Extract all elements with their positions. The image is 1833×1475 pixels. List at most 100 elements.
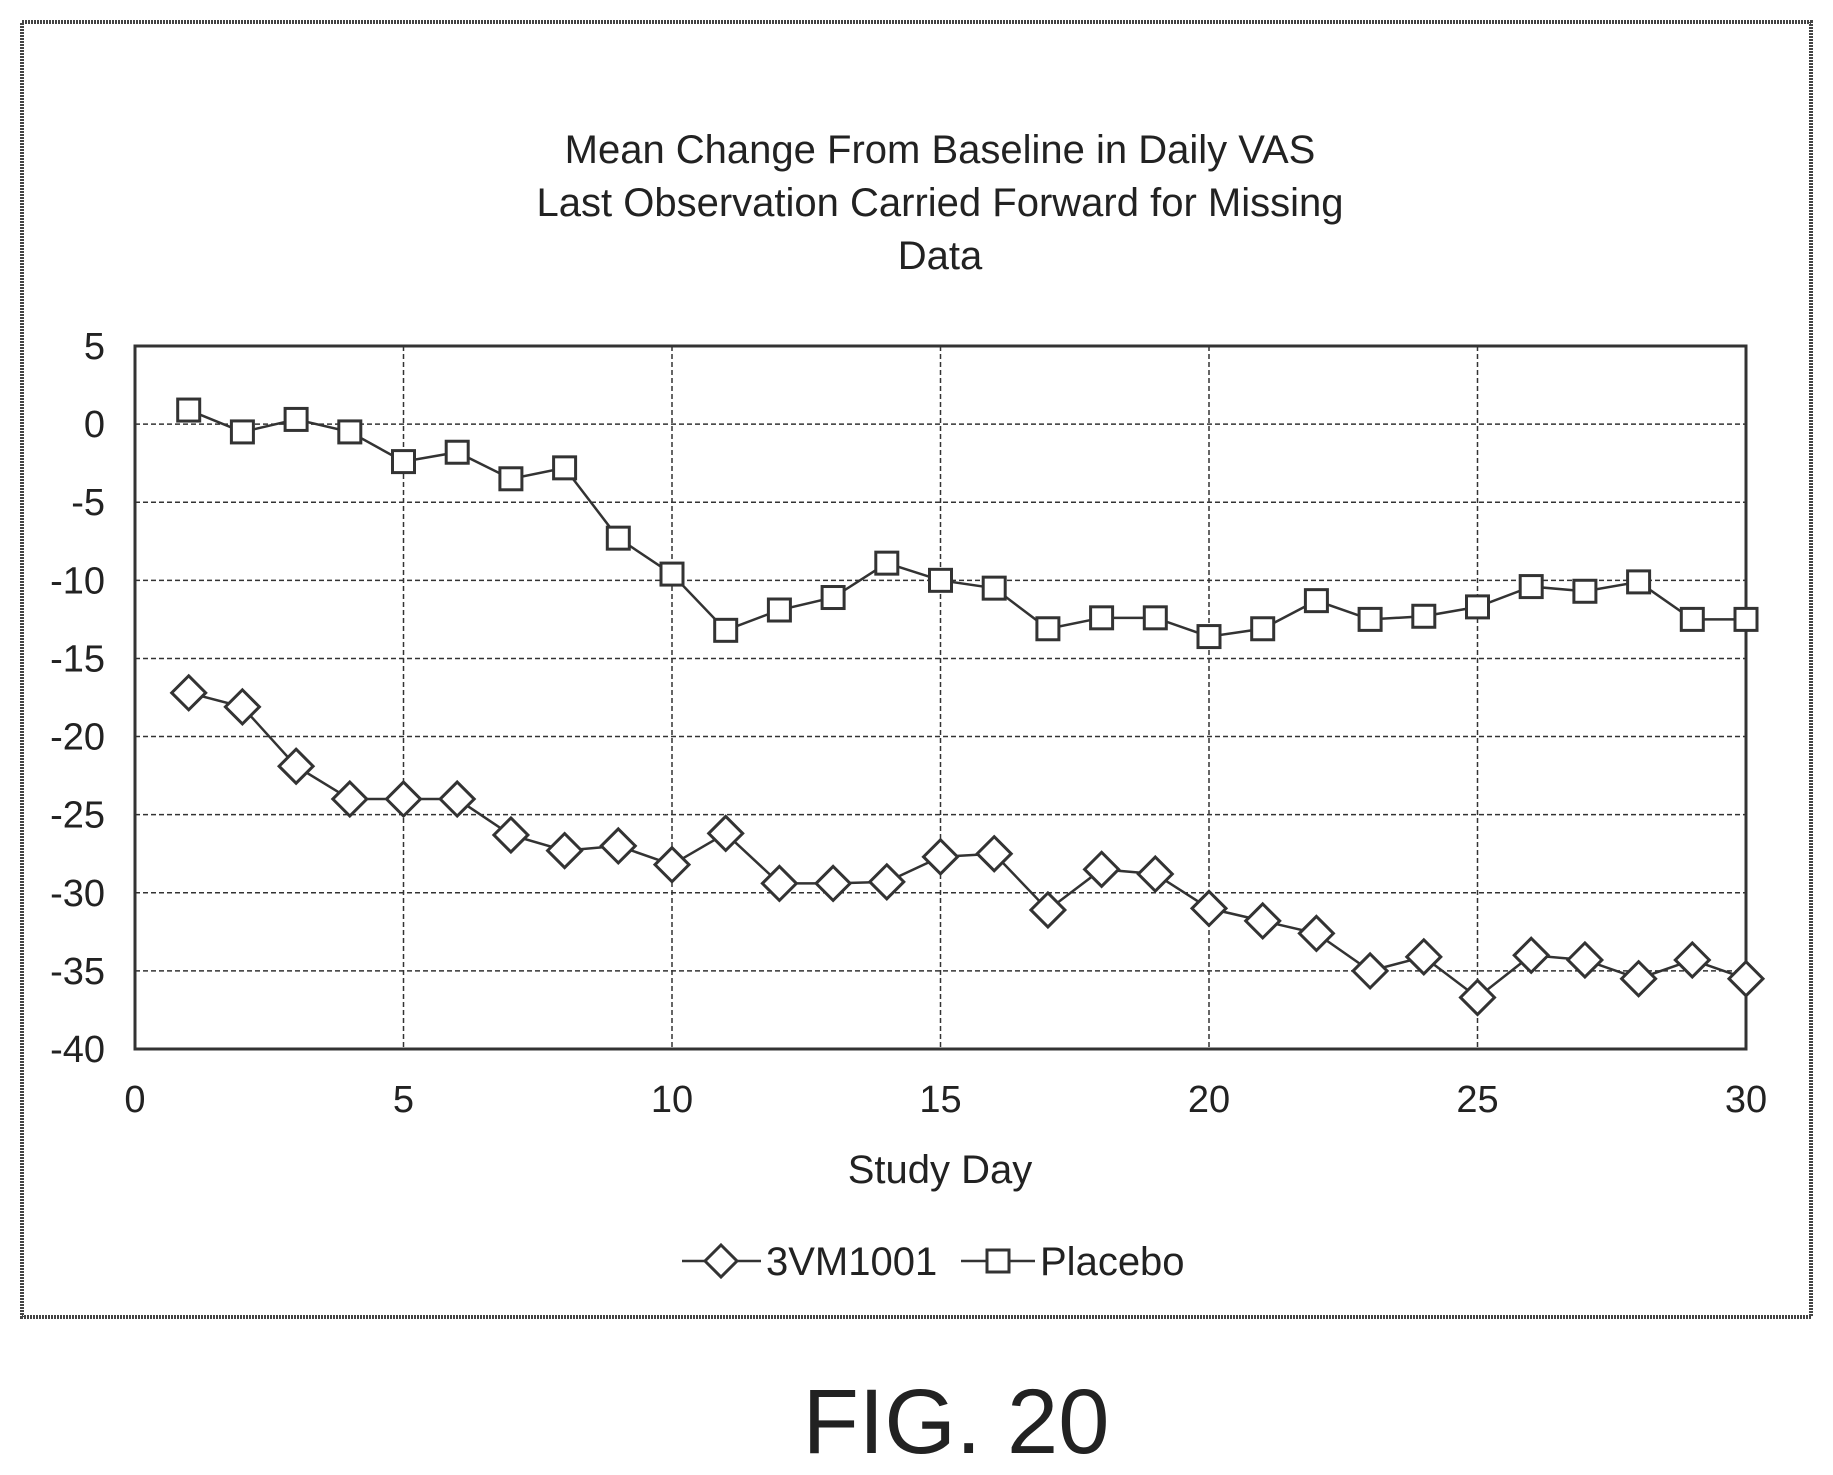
series-line-3vm1001 [188,691,1747,1000]
series-line-placebo [188,408,1746,638]
data-point-placebo [1572,578,1598,604]
legend-item-3vm1001: 3VM1001 [682,1240,937,1284]
legend-label-placebo: Placebo [1040,1240,1185,1284]
x-tick-label: 5 [393,1079,414,1121]
data-point-3vm1001 [921,837,960,876]
data-point-3vm1001 [975,834,1014,873]
data-point-3vm1001 [1619,959,1658,998]
x-tick-label: 30 [1725,1079,1767,1121]
data-point-3vm1001 [1136,854,1175,894]
data-point-3vm1001 [1082,850,1121,889]
data-point-placebo [1035,616,1061,642]
data-point-3vm1001 [1726,959,1766,998]
data-point-3vm1001 [1028,890,1068,930]
chart-title: Mean Change From Baseline in Daily VAS L… [537,128,1344,278]
data-point-3vm1001 [1243,901,1282,941]
y-tick-label: -25 [50,795,105,837]
data-point-placebo [1303,588,1329,614]
data-point-3vm1001 [867,862,906,901]
x-tick-label: 10 [651,1079,693,1121]
data-point-3vm1001 [652,845,692,884]
x-tick-label: 20 [1188,1079,1230,1121]
data-point-placebo [337,419,363,445]
data-point-placebo [283,406,309,432]
y-tick-label: -15 [50,638,105,680]
data-point-3vm1001 [545,831,584,870]
chart-title-line-1: Mean Change From Baseline in Daily VAS [565,128,1316,172]
data-point-placebo [1626,569,1652,595]
data-point-placebo [176,397,202,423]
data-point-placebo [1196,624,1222,650]
y-tick-label: -10 [50,560,105,602]
legend: 3VM1001 Placebo [682,1240,1185,1284]
data-point-3vm1001 [760,864,799,903]
data-point-placebo [928,567,953,593]
data-point-3vm1001 [1297,914,1336,953]
data-point-3vm1001 [330,779,369,819]
y-tick-label: 5 [84,326,105,368]
data-point-placebo [766,597,792,623]
data-point-placebo [1733,606,1759,632]
data-point-3vm1001 [438,779,477,819]
data-point-3vm1001 [706,814,745,853]
data-point-placebo [1465,594,1490,620]
legend-square-marker [985,1248,1011,1274]
data-point-3vm1001 [276,747,316,786]
data-point-3vm1001 [169,673,208,712]
chart-frame [20,20,1813,1319]
data-point-placebo [1250,616,1276,642]
y-tick-label: -20 [50,717,105,759]
data-point-3vm1001 [384,779,423,819]
legend-item-placebo: Placebo [961,1240,1185,1284]
y-axis-ticks: 5 0 -5 -10 -15 -20 -25 -30 -35 -40 [50,326,105,1071]
data-point-3vm1001 [1189,889,1229,928]
data-point-placebo [229,419,255,445]
data-point-placebo [498,466,524,492]
x-axis-label: Study Day [848,1148,1033,1192]
series-3vm1001 [169,673,1766,1017]
data-point-3vm1001 [1673,940,1712,980]
chart-title-line-3: Data [898,234,983,278]
data-point-3vm1001 [1565,940,1605,980]
y-tick-label: -40 [50,1029,105,1071]
series-placebo [176,397,1759,650]
data-point-placebo [552,455,578,481]
gridlines [135,346,1746,1049]
data-point-placebo [1411,603,1437,629]
data-point-placebo [1518,574,1544,600]
data-point-3vm1001 [1404,937,1443,976]
data-point-placebo [1142,605,1168,631]
x-tick-label: 25 [1456,1079,1498,1121]
data-point-3vm1001 [813,864,853,903]
data-point-placebo [1089,605,1115,631]
figure-caption: FIG. 20 [803,1371,1110,1473]
data-point-placebo [820,585,846,611]
data-point-placebo [659,561,685,587]
legend-label-3vm1001: 3VM1001 [766,1240,937,1284]
x-axis-ticks: 0 5 10 15 20 25 30 [124,1079,1767,1121]
x-tick-label: 15 [919,1079,961,1121]
y-tick-label: 0 [84,404,105,446]
legend-diamond-marker [702,1242,740,1280]
data-point-placebo [444,439,470,465]
data-point-3vm1001 [1458,978,1497,1017]
data-point-3vm1001 [599,826,638,866]
plot-area [133,344,1748,1051]
x-tick-label: 0 [124,1079,145,1121]
y-tick-label: -35 [50,951,105,993]
series-layer [169,397,1766,1017]
data-point-placebo [874,550,900,576]
data-point-placebo [981,575,1007,601]
y-tick-label: -5 [71,482,105,524]
data-point-3vm1001 [1512,936,1551,975]
data-point-placebo [1679,606,1705,632]
data-point-placebo [713,617,739,643]
y-tick-label: -30 [50,873,105,915]
data-point-placebo [1357,606,1383,632]
data-point-3vm1001 [223,687,262,726]
data-point-3vm1001 [1350,951,1390,991]
data-point-placebo [605,525,631,551]
chart-title-line-2: Last Observation Carried Forward for Mis… [537,181,1344,225]
data-point-3vm1001 [491,815,531,855]
